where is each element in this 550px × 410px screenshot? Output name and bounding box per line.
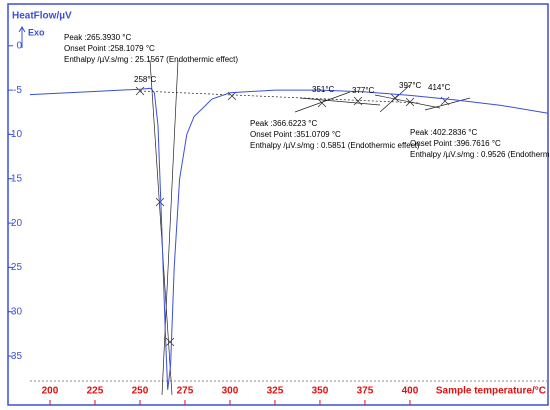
annotation: Enthalpy /µV.s/mg : 0.5851 (Endothermic … [250, 141, 420, 150]
y-tick-label: -35 [8, 351, 23, 362]
frame [7, 3, 549, 406]
annotation: Enthalpy /µV.s/mg : 25.1567 (Endothermic… [64, 55, 238, 64]
annotation: Peak :366.6223 °C [250, 119, 317, 128]
point-label: 414°C [428, 83, 451, 92]
annotation: Enthalpy /µV.s/mg : 0.9526 (Endothermic … [410, 150, 550, 159]
cross-markers [135, 86, 450, 347]
decorations [139, 59, 471, 396]
y-tick-label: -5 [13, 85, 22, 96]
markers [135, 86, 450, 347]
baseline [139, 90, 421, 104]
x-tick-label: 325 [267, 386, 284, 397]
y-tick-label: -25 [8, 262, 23, 273]
y-tick-label: 0 [16, 40, 22, 51]
x-tick-label: 350 [312, 386, 329, 397]
x-axis-label: Sample temperature/°C [436, 386, 546, 397]
tangent [149, 59, 173, 396]
point-label: 377°C [352, 86, 375, 95]
x-tick-label: 275 [177, 386, 194, 397]
x-tick-label: 375 [357, 386, 374, 397]
tangent [299, 97, 381, 106]
x-tick-label: 200 [42, 386, 59, 397]
point-label: 397°C [399, 81, 422, 90]
x-tick-label: 225 [87, 386, 104, 397]
point-label: 351°C [312, 85, 335, 94]
x-tick-label: 300 [222, 386, 239, 397]
tangent [161, 59, 179, 396]
y-tick-label: -20 [8, 218, 23, 229]
y-axis-label: HeatFlow/µV [12, 11, 72, 22]
annotation: Peak :402.2836 °C [410, 128, 477, 137]
series-line [29, 87, 549, 390]
exo-label: Exo [28, 27, 45, 37]
annotation: Onset Point :396.7616 °C [410, 139, 501, 148]
x-tick-label: 400 [402, 386, 419, 397]
exo-arrow-head [18, 26, 26, 33]
y-tick-label: -30 [8, 306, 23, 317]
tangent [374, 94, 441, 109]
annotation: Peak :265.3930 °C [64, 33, 131, 42]
annotation: Onset Point :258.1079 °C [64, 44, 155, 53]
x-tick-label: 250 [132, 386, 149, 397]
annotation: Onset Point :351.0709 °C [250, 130, 341, 139]
y-tick-label: -10 [8, 129, 23, 140]
y-tick-label: -15 [8, 173, 23, 184]
point-label: 258°C [134, 75, 157, 84]
